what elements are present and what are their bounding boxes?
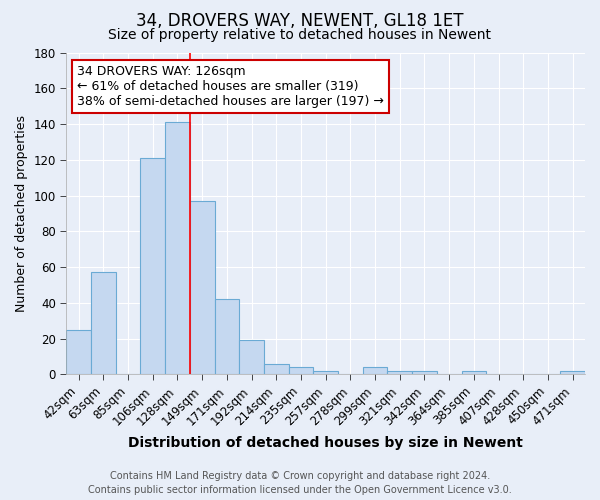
Bar (388, 371, 412, 374)
Text: Size of property relative to detached houses in Newent: Size of property relative to detached ho… (109, 28, 491, 42)
Bar (363, 367, 388, 374)
Bar (67, 330, 91, 374)
Bar (560, 371, 585, 374)
Bar (289, 367, 313, 374)
Text: Contains public sector information licensed under the Open Government Licence v3: Contains public sector information licen… (88, 485, 512, 495)
Y-axis label: Number of detached properties: Number of detached properties (15, 115, 28, 312)
Bar (215, 300, 239, 374)
X-axis label: Distribution of detached houses by size in Newent: Distribution of detached houses by size … (128, 436, 523, 450)
Bar (461, 371, 486, 374)
Bar (313, 371, 338, 374)
Bar (140, 158, 165, 374)
Bar (190, 201, 215, 374)
Text: Contains HM Land Registry data © Crown copyright and database right 2024.: Contains HM Land Registry data © Crown c… (110, 471, 490, 481)
Bar (264, 364, 289, 374)
Bar (165, 122, 190, 374)
Bar (239, 340, 264, 374)
Bar (412, 371, 437, 374)
Text: 34 DROVERS WAY: 126sqm
← 61% of detached houses are smaller (319)
38% of semi-de: 34 DROVERS WAY: 126sqm ← 61% of detached… (77, 66, 383, 108)
Bar (91, 272, 116, 374)
Text: 34, DROVERS WAY, NEWENT, GL18 1ET: 34, DROVERS WAY, NEWENT, GL18 1ET (136, 12, 464, 30)
